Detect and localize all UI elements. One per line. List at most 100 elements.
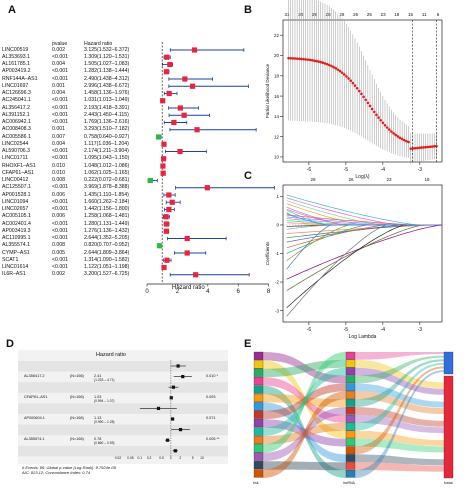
forest-gene-label: AC126696.3 bbox=[2, 90, 31, 96]
forest-point bbox=[181, 112, 187, 118]
panel-b-point bbox=[353, 84, 357, 87]
panel-b-top-tick-label: 11 bbox=[422, 12, 427, 17]
panel-d-title: Hazard ratio bbox=[96, 352, 126, 358]
forest-x-tick-label: 2 bbox=[176, 289, 180, 295]
forest-hr-text: 1.122(1.051–1.198) bbox=[84, 264, 130, 270]
panel-b-top-tick-label: 30 bbox=[298, 12, 304, 17]
forest-point bbox=[184, 235, 190, 242]
forest-gene-label: AL356417.2 bbox=[2, 104, 30, 111]
panel-d-row-band bbox=[18, 403, 228, 414]
panel-b-point bbox=[289, 56, 292, 60]
panel-b-point bbox=[327, 63, 331, 67]
panel-d-hr: 0.78 bbox=[94, 437, 102, 442]
panel-b-point bbox=[302, 57, 305, 61]
forest-gene-label: CYMP–AS1 bbox=[2, 249, 30, 256]
forest-gene-label: LINC00412 bbox=[2, 177, 29, 183]
panel-b-top-tick-label: 6 bbox=[437, 12, 440, 17]
panel-b-point bbox=[340, 71, 344, 75]
forest-hr-text: 3.125(1.532–6.372) bbox=[84, 46, 130, 53]
sankey-flow-left bbox=[263, 391, 346, 478]
forest-point bbox=[160, 98, 166, 104]
panel-b-point bbox=[297, 57, 301, 61]
sankey-node-risk bbox=[253, 452, 264, 461]
forest-pvalue: <0.001 bbox=[52, 235, 69, 241]
pvalue-header: pvalue bbox=[52, 41, 68, 47]
panel-b-point bbox=[295, 57, 299, 60]
panel-b-point bbox=[418, 146, 421, 150]
forest-hr-text: 0.820(0.707–0.952) bbox=[84, 242, 130, 249]
panel-b-point bbox=[396, 135, 400, 138]
forest-point bbox=[204, 185, 210, 191]
forest-pvalue: 0.004 bbox=[52, 61, 65, 67]
sankey-flow-left bbox=[263, 385, 346, 478]
sankey-flow-left bbox=[263, 383, 346, 420]
panel-d-pvalue: 0.093 bbox=[206, 394, 216, 399]
panel-b-point bbox=[375, 113, 378, 117]
panel-b-x-tick-label: -5 bbox=[344, 167, 349, 173]
panel-c-top-tick-label: 18 bbox=[424, 177, 430, 182]
panel-d-n: (N=166) bbox=[70, 394, 84, 399]
forest-point bbox=[163, 221, 170, 227]
panel-b-point bbox=[334, 66, 338, 70]
forest-point bbox=[161, 156, 167, 162]
panel-c-x-tick-label: -6 bbox=[307, 327, 312, 333]
forest-gene-label: AC006942.1 bbox=[2, 119, 31, 125]
forest-point bbox=[155, 134, 162, 140]
forest-gene-label: LINC01094 bbox=[2, 198, 29, 205]
panel-b-point bbox=[349, 79, 353, 82]
forest-gene-label: LINC02657 bbox=[2, 206, 29, 212]
forest-hr-text: 1.280(1.131–1.449) bbox=[84, 220, 130, 227]
sankey-node-lncrna bbox=[345, 422, 356, 431]
forest-point bbox=[160, 163, 166, 169]
panel-c-y-tick-label: 0 bbox=[276, 223, 279, 228]
panel-c-coefficient-path bbox=[286, 213, 439, 226]
panel-b-point bbox=[364, 98, 368, 102]
forest-gene-label: AC005105.1 bbox=[2, 213, 31, 220]
panel-b-point bbox=[300, 57, 303, 61]
forest-hr-text: 1.505(1.027–1.083) bbox=[84, 61, 130, 67]
panel-b-point bbox=[357, 89, 361, 93]
sankey-node-lncrna bbox=[345, 446, 356, 454]
sankey-node-lncrna bbox=[345, 462, 356, 470]
sankey-flow-right bbox=[355, 391, 444, 414]
panel-d-row-band bbox=[18, 382, 228, 393]
sankey-flow-right bbox=[355, 430, 444, 446]
sankey-node-lncrna bbox=[345, 399, 356, 407]
panel-b-point bbox=[379, 118, 383, 122]
forest-point bbox=[164, 54, 170, 60]
panel-b-y-tick-label: 22 bbox=[274, 33, 280, 38]
forest-pvalue: <0.001 bbox=[52, 206, 69, 212]
panel-d-hr: 1.13 bbox=[94, 416, 102, 420]
sankey-flow-left bbox=[263, 359, 346, 378]
panel-d-point bbox=[170, 417, 175, 421]
forest-hr-text: 2.996(1.438–6.672) bbox=[84, 82, 130, 89]
panel-b-point bbox=[319, 60, 323, 64]
panel-d-row-band bbox=[18, 424, 228, 436]
panel-d-hr: 2.41 bbox=[94, 373, 102, 378]
sankey-flow-right bbox=[355, 362, 444, 431]
sankey-flow-left bbox=[263, 352, 346, 453]
forest-pvalue: <0.001 bbox=[52, 227, 69, 234]
forest-hr-text: 1.048(1.012–1.086) bbox=[84, 162, 130, 169]
forest-point bbox=[191, 47, 198, 53]
sankey-node-risk bbox=[253, 419, 264, 428]
sankey-node-risk bbox=[253, 461, 264, 470]
panel-d-gene: AL355574.1 bbox=[24, 437, 45, 442]
sankey-node-risk bbox=[253, 435, 264, 444]
sankey-flow-left bbox=[263, 407, 346, 462]
sankey-flow-right bbox=[355, 438, 444, 453]
sankey-flow-right bbox=[355, 355, 444, 384]
forest-pvalue: 0.008 bbox=[52, 177, 65, 183]
forest-pvalue: 0.005 bbox=[52, 249, 65, 256]
forest-hr-text: 3.293(1.510–7.182) bbox=[84, 126, 130, 133]
panel-d-x-tick-label: 0.2 bbox=[147, 456, 152, 460]
panel-b-point bbox=[422, 146, 425, 149]
panel-d-point bbox=[181, 375, 185, 379]
forest-pvalue: 0.010 bbox=[52, 169, 65, 176]
panel-c-coefficient-path bbox=[286, 216, 439, 226]
sankey-node-lncrna bbox=[345, 359, 356, 368]
forest-point bbox=[147, 177, 153, 184]
